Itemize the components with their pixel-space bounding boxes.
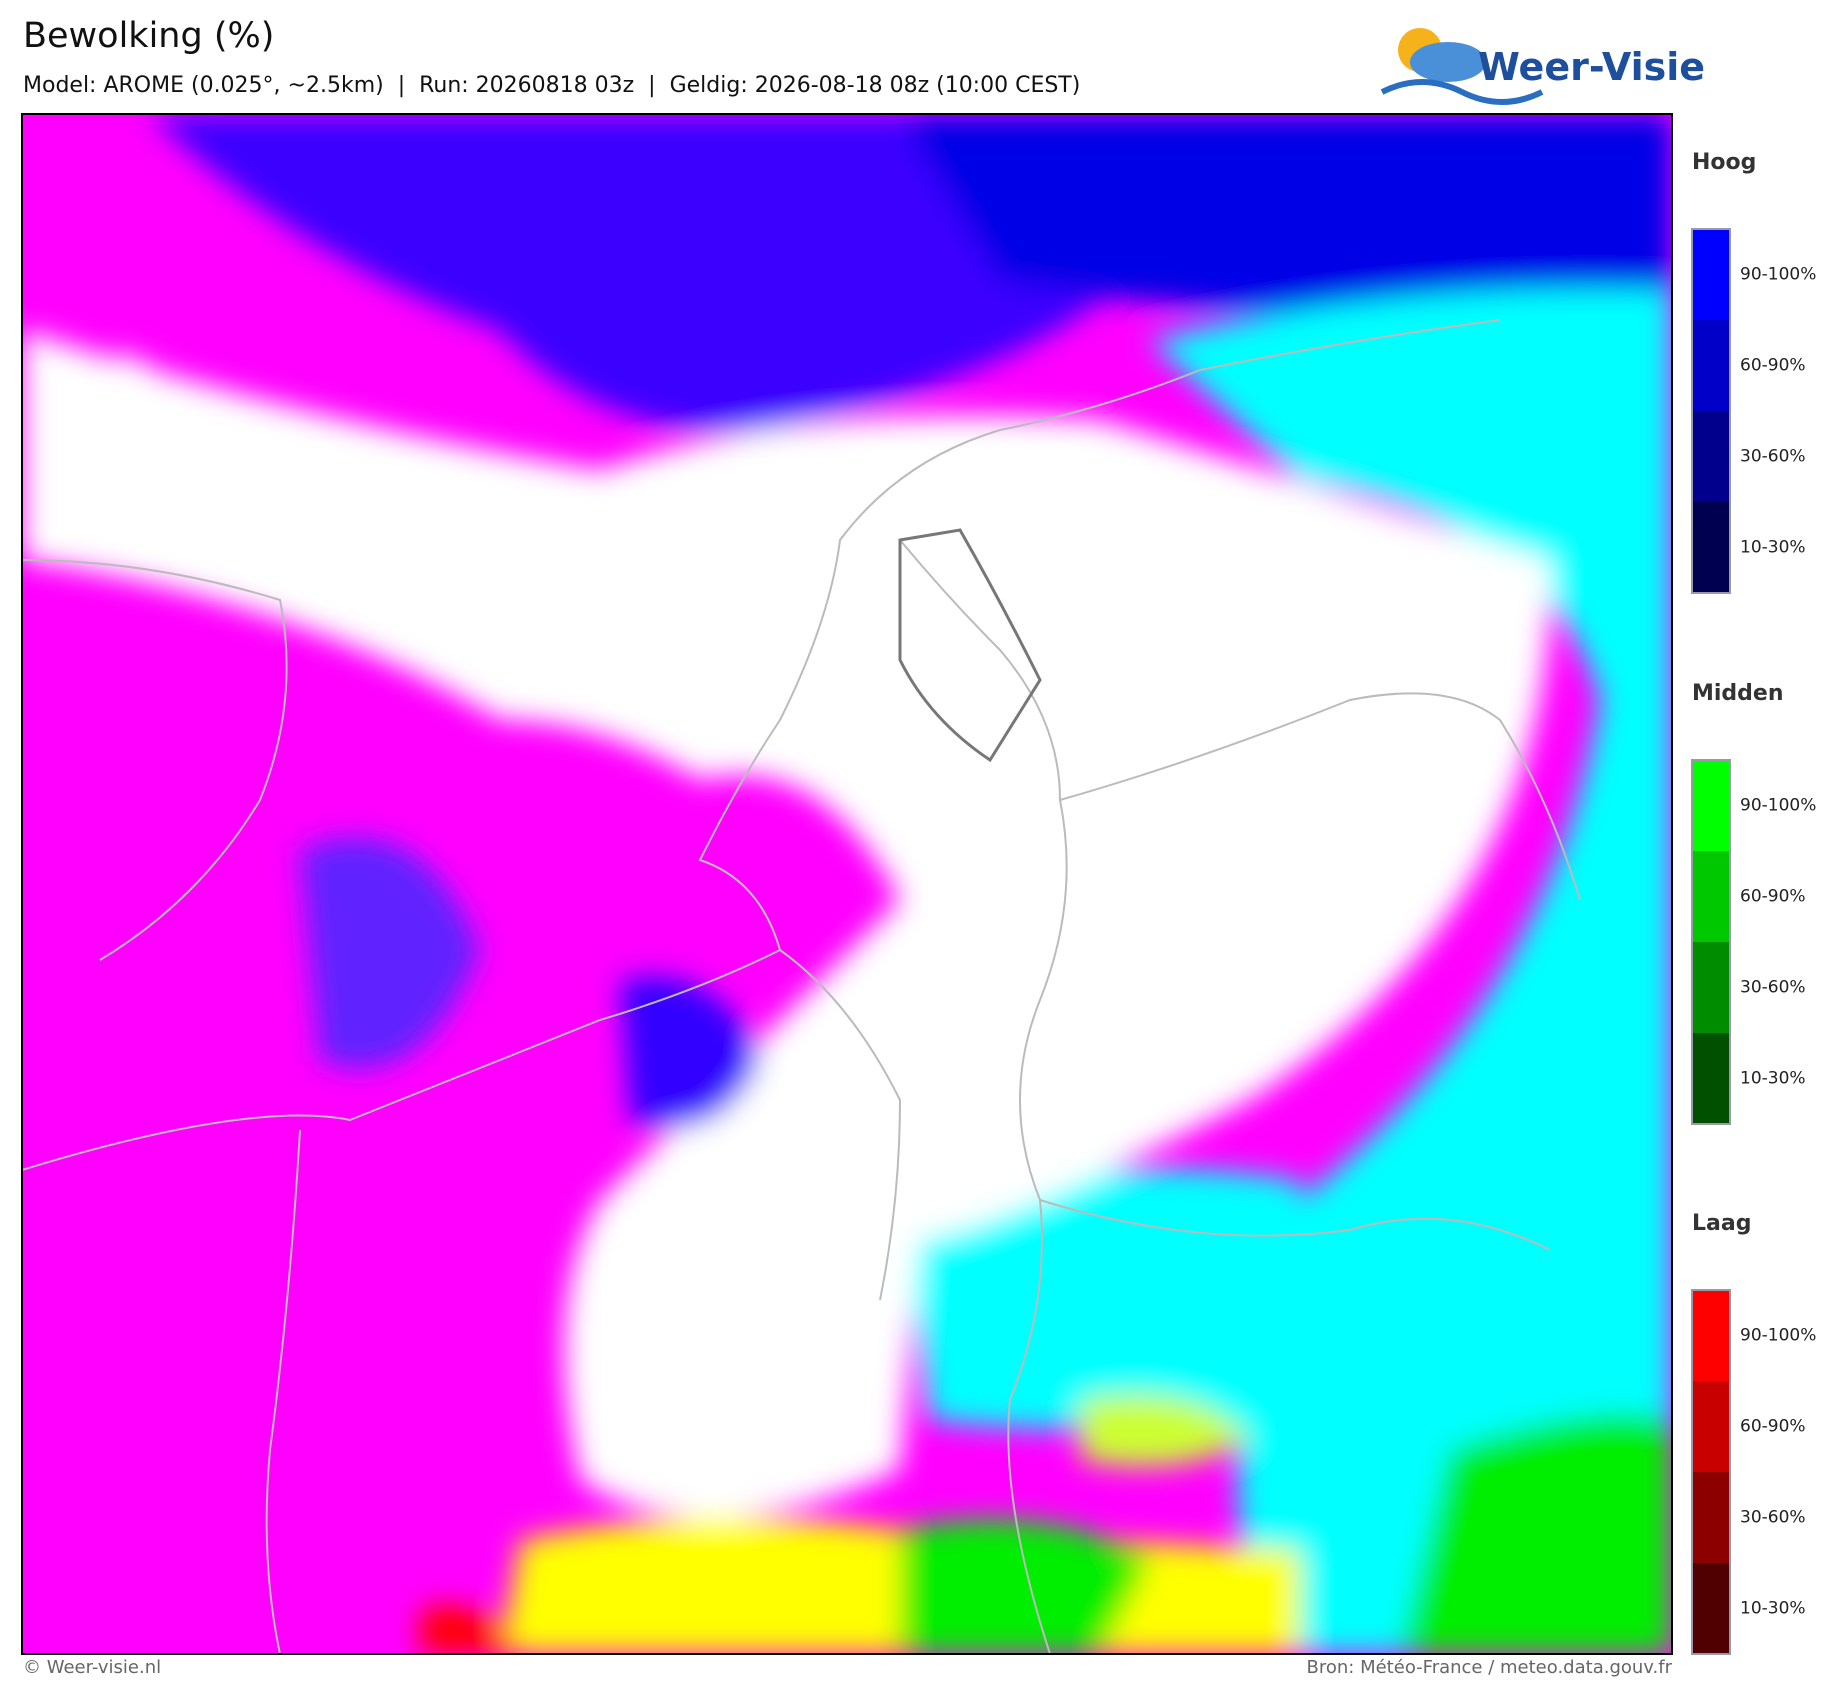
legend-swatch	[1692, 1472, 1730, 1563]
legend-swatch	[1692, 229, 1730, 320]
logo-wave	[1380, 79, 1544, 105]
legend-label: 60-90%	[1740, 887, 1806, 907]
legend-label: 60-90%	[1740, 1417, 1806, 1437]
cloud-fields	[22, 114, 1672, 1654]
border	[1059, 692, 1581, 901]
legend-label: 90-100%	[1740, 1326, 1816, 1346]
borders	[22, 319, 1581, 1654]
legend-border	[1691, 1289, 1731, 1655]
high-cloud	[300, 837, 480, 1069]
legend-title: Midden	[1692, 681, 1784, 706]
logo: Weer-Visie	[1380, 28, 1705, 105]
map	[22, 114, 1672, 1654]
border	[1039, 1199, 1551, 1251]
high-cloud	[620, 976, 760, 1128]
high-cloud	[900, 114, 1672, 322]
mid-cloud	[1080, 1395, 1250, 1467]
legend-swatch	[1692, 851, 1730, 942]
legend-swatch	[1692, 411, 1730, 502]
title: Bewolking (%)	[23, 16, 274, 56]
legend-label: 30-60%	[1740, 447, 1806, 467]
legend-swatch	[1692, 1563, 1730, 1654]
coastline	[22, 319, 1501, 1171]
legend-title: Hoog	[1692, 150, 1756, 175]
clear-sky	[120, 350, 520, 545]
legend-label: 10-30%	[1740, 538, 1806, 558]
logo-cloud	[1410, 42, 1486, 82]
border	[899, 539, 1068, 1654]
legend-label: 30-60%	[1740, 978, 1806, 998]
legend-swatch	[1692, 1033, 1730, 1124]
legend-label: 90-100%	[1740, 265, 1816, 285]
mid-cloud	[1400, 1414, 1672, 1654]
lake-ijssel	[898, 528, 1042, 763]
clear-sky	[22, 330, 1551, 1518]
legend-label: 30-60%	[1740, 1508, 1806, 1528]
legend-swatch	[1692, 320, 1730, 411]
legend-label: 10-30%	[1740, 1599, 1806, 1619]
legend-label: 90-100%	[1740, 796, 1816, 816]
legend-border	[1691, 759, 1731, 1125]
legend-label: 10-30%	[1740, 1069, 1806, 1089]
legend-title: Laag	[1692, 1211, 1751, 1236]
cirrus-cyan	[900, 1168, 1300, 1430]
map-frame	[21, 113, 1673, 1655]
logo-text: Weer-Visie	[1478, 45, 1705, 89]
coastline	[265, 1129, 301, 1654]
mid-cloud	[900, 1520, 1150, 1654]
footer-right: Bron: Météo-France / meteo.data.gouv.fr	[1307, 1657, 1673, 1678]
border	[779, 949, 902, 1301]
legend-swatch	[1692, 1290, 1730, 1381]
low-cloud	[420, 1605, 520, 1654]
coastline	[22, 559, 288, 961]
legend: Hoog 90-100% 60-90% 30-60% 10-30% Midden 90-10…	[1691, 150, 1816, 1655]
legend-swatch	[1692, 942, 1730, 1033]
subtitle: Model: AROME (0.025°, ~2.5km) | Run: 202…	[23, 73, 1080, 98]
legend-label: 60-90%	[1740, 356, 1806, 376]
legend-border	[1691, 228, 1731, 594]
legend-swatch	[1692, 502, 1730, 593]
legend-swatch	[1692, 760, 1730, 851]
footer-left: © Weer-visie.nl	[23, 1657, 161, 1678]
legend-swatch	[1692, 1381, 1730, 1472]
